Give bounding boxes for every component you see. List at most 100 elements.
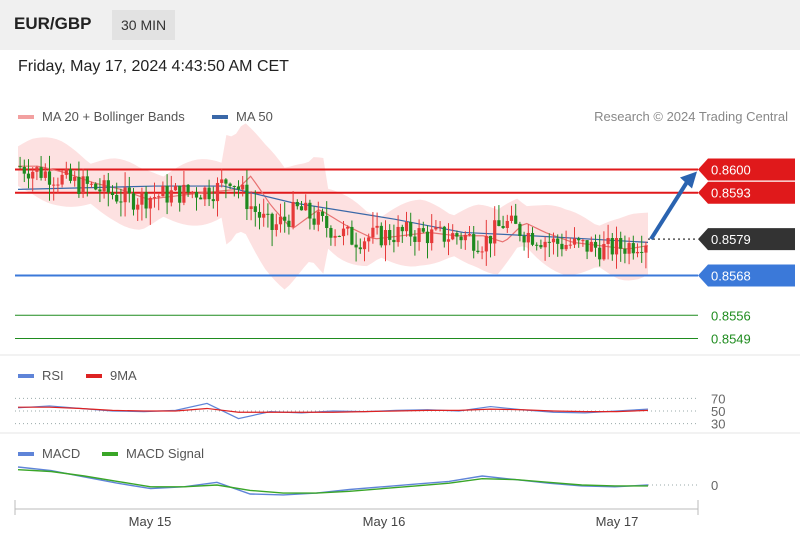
rsi-tick-label: 30 bbox=[711, 417, 725, 432]
candle-body bbox=[526, 232, 530, 243]
candle-body bbox=[577, 238, 581, 241]
candle-body bbox=[354, 244, 358, 248]
candle-body bbox=[602, 243, 606, 260]
candle-body bbox=[430, 229, 434, 244]
candle-body bbox=[593, 241, 598, 248]
candle-body bbox=[52, 184, 56, 186]
candle-body bbox=[619, 238, 623, 249]
candle-body bbox=[341, 228, 346, 237]
legend-ma20: MA 20 + Bollinger Bands bbox=[18, 109, 185, 124]
candle-body bbox=[35, 167, 39, 172]
level-label-target: 0.8549 bbox=[711, 331, 751, 346]
ma20-line bbox=[18, 165, 649, 250]
candle-body bbox=[232, 185, 236, 187]
candle-body bbox=[375, 225, 379, 228]
candle-body bbox=[455, 233, 459, 237]
candle-body bbox=[635, 251, 640, 254]
candle-body bbox=[283, 216, 287, 221]
candle-body bbox=[467, 234, 472, 236]
ma20-label: MA 20 + Bollinger Bands bbox=[42, 109, 185, 124]
candle-body bbox=[299, 206, 304, 211]
candle-body bbox=[173, 185, 178, 191]
bollinger-bands bbox=[18, 123, 648, 290]
instrument-title: EUR/GBP bbox=[14, 14, 92, 33]
candle-body bbox=[379, 225, 383, 246]
candle-body bbox=[551, 238, 556, 243]
level-label-support: 0.8568 bbox=[711, 269, 751, 284]
candle-body bbox=[144, 192, 148, 209]
forecast-arrow-head bbox=[680, 171, 697, 189]
candle-body bbox=[266, 213, 270, 215]
candle-body bbox=[39, 167, 43, 178]
candle-body bbox=[110, 192, 115, 195]
candle-body bbox=[610, 238, 614, 255]
candle-body bbox=[308, 202, 312, 219]
candle-body bbox=[451, 233, 455, 240]
candle-body bbox=[22, 166, 26, 174]
candle-body bbox=[509, 215, 514, 221]
candle-body bbox=[220, 179, 224, 183]
candle-body bbox=[640, 251, 644, 253]
candle-body bbox=[169, 190, 173, 203]
candle-body bbox=[472, 234, 476, 251]
candle-body bbox=[388, 230, 392, 240]
macd-line bbox=[17, 466, 649, 496]
candle-body bbox=[497, 220, 501, 226]
rsi-tick-label: 70 bbox=[711, 391, 725, 406]
candle-body bbox=[581, 240, 585, 242]
candle-body bbox=[157, 196, 161, 198]
candle-body bbox=[94, 183, 98, 190]
candle-body bbox=[199, 197, 203, 200]
candle-body bbox=[614, 238, 619, 255]
candle-body bbox=[148, 197, 152, 209]
candle-body bbox=[438, 226, 442, 228]
candle-body bbox=[123, 187, 127, 203]
rsi-tick-label: 50 bbox=[711, 404, 725, 419]
candle-body bbox=[367, 237, 371, 242]
candle-body bbox=[68, 169, 73, 181]
candle-body bbox=[81, 176, 85, 194]
candle-body bbox=[43, 171, 47, 178]
candle-body bbox=[207, 187, 211, 200]
candle-body bbox=[253, 206, 257, 212]
x-axis-label: May 16 bbox=[363, 514, 406, 529]
candle-body bbox=[409, 221, 413, 237]
level-tag-resistance bbox=[698, 181, 795, 204]
candle-body bbox=[362, 241, 367, 250]
candle-body bbox=[329, 227, 333, 238]
candle-body bbox=[18, 166, 22, 168]
macd-tick-label: 0 bbox=[711, 478, 718, 493]
candle-body bbox=[505, 220, 509, 228]
candle-body bbox=[568, 244, 572, 246]
candle-body bbox=[77, 176, 81, 194]
candle-body bbox=[287, 220, 291, 227]
candle-body bbox=[392, 239, 396, 243]
candle-body bbox=[413, 236, 417, 242]
candle-body bbox=[560, 243, 564, 250]
candle-body bbox=[106, 180, 110, 193]
macd-swatch bbox=[18, 451, 34, 456]
copyright-text: Research © 2024 Trading Central bbox=[594, 109, 788, 124]
candle-body bbox=[241, 184, 245, 190]
rsi-ma-line bbox=[18, 406, 649, 413]
level-label-resistance: 0.8593 bbox=[711, 186, 751, 201]
forecast-arrow bbox=[649, 171, 697, 241]
candle-body bbox=[459, 236, 463, 241]
candle-body bbox=[623, 248, 627, 254]
candle-body bbox=[606, 238, 610, 244]
level-tag-support bbox=[698, 264, 795, 287]
candle-body bbox=[316, 211, 320, 225]
timeframe-badge[interactable]: 30 MIN bbox=[112, 10, 176, 40]
candle-body bbox=[270, 213, 274, 230]
level-label-target: 0.8556 bbox=[711, 308, 751, 323]
macd-panel: 0 bbox=[17, 466, 718, 496]
candle-body bbox=[350, 226, 354, 245]
rsi-ma-swatch bbox=[86, 373, 102, 378]
level-tag-resistance bbox=[698, 158, 795, 181]
candle-body bbox=[535, 244, 539, 246]
candle-body bbox=[140, 192, 144, 205]
ma50-label: MA 50 bbox=[236, 109, 273, 124]
candle-body bbox=[383, 230, 388, 246]
candle-body bbox=[291, 201, 295, 227]
